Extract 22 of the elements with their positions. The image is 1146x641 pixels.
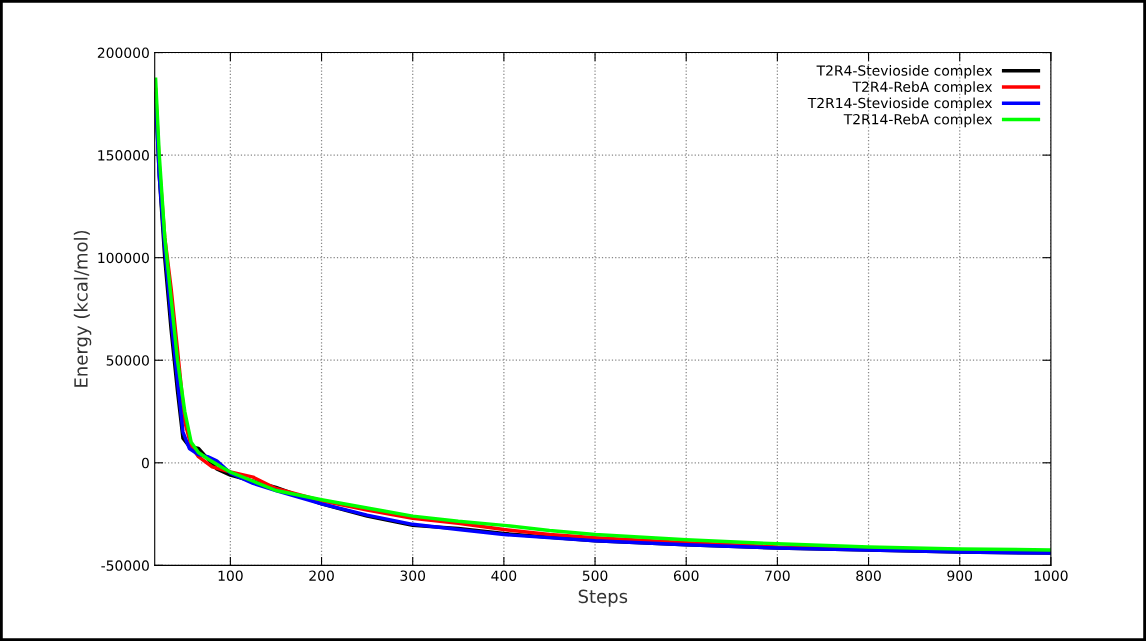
x-axis-title: Steps [578,589,628,607]
y-tick-label: 100000 [98,252,149,264]
y-axis-title: Energy (kcal/mol) [73,230,92,387]
y-tick-label: 50000 [106,355,149,366]
x-tick-label: 1000 [1034,570,1068,581]
x-tick-label: 400 [491,570,517,581]
x-tick-label: 800 [856,570,881,581]
x-tick-label: 100 [218,570,243,581]
y-tick-label: 150000 [98,150,149,161]
legend-label: T2R4-Stevioside complex [816,65,993,79]
y-tick-label: 200000 [97,47,149,59]
x-tick-label: 700 [765,570,790,581]
y-tick-label: -50000 [101,560,149,571]
legend-label: T2R14-Stevioside complex [807,97,993,111]
x-tick-label: 300 [400,570,426,581]
legend-label: T2R4-RebA complex [852,81,993,95]
x-tick-label: 600 [673,570,699,581]
x-tick-label: 500 [582,570,608,581]
x-tick-label: 900 [947,570,973,581]
x-tick-label: 200 [309,570,334,581]
y-tick-label: 0 [141,457,149,469]
legend-label: T2R14-RebA complex [843,113,993,128]
